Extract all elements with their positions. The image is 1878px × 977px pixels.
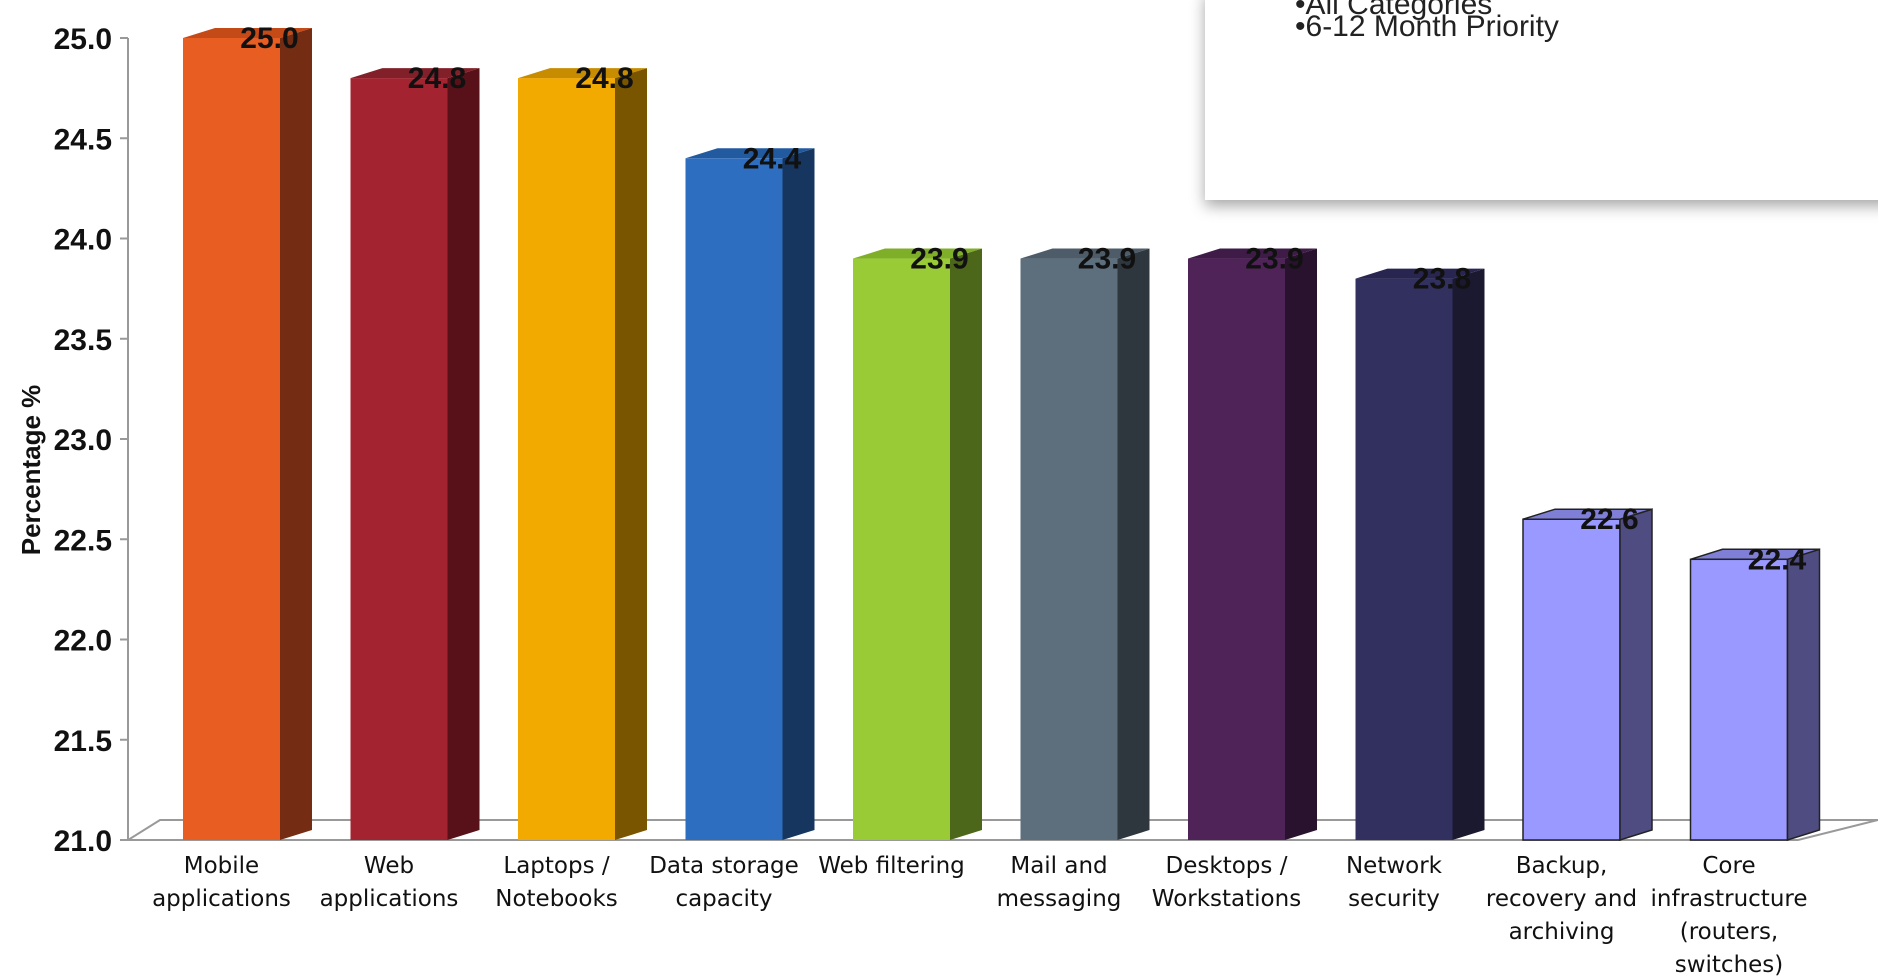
bar-top xyxy=(350,68,480,79)
legend-item-all-categories: •All Categories xyxy=(1295,0,1493,21)
category-label: Workstations xyxy=(1152,886,1301,912)
category-label: Desktops / xyxy=(1166,853,1288,879)
y-tick-label: 24.0 xyxy=(54,224,112,257)
bar-front xyxy=(1689,558,1789,841)
category-label: archiving xyxy=(1509,919,1615,945)
category-label: Mail and xyxy=(1010,853,1107,879)
bar xyxy=(518,68,647,841)
bar-top xyxy=(1188,248,1317,259)
data-label: 23.8 xyxy=(1413,263,1471,296)
y-tick-label: 23.5 xyxy=(54,324,112,357)
category-label: Notebooks xyxy=(495,886,618,912)
y-tick-label: 21.5 xyxy=(54,725,112,758)
category-label: Network xyxy=(1346,853,1443,879)
data-label: 23.9 xyxy=(1078,243,1136,276)
category-label: applications xyxy=(320,886,459,912)
category-label: Data storage xyxy=(649,853,799,879)
category-label: Laptops / xyxy=(503,853,609,879)
bar-front xyxy=(1355,278,1453,841)
bar-side xyxy=(1285,248,1317,841)
y-tick-label: 23.0 xyxy=(54,424,112,457)
category-label: switches) xyxy=(1675,952,1784,977)
bar-side xyxy=(615,68,647,841)
bar-side xyxy=(280,28,312,840)
bar-front xyxy=(350,78,448,841)
category-label: recovery and xyxy=(1486,886,1637,912)
bar-front xyxy=(183,38,280,840)
y-tick-label: 25.0 xyxy=(54,23,112,56)
bar-side xyxy=(1619,508,1653,842)
bar xyxy=(183,28,312,840)
bar-top xyxy=(853,248,982,259)
category-label: capacity xyxy=(675,886,772,912)
bar-top xyxy=(518,68,647,79)
data-label: 23.9 xyxy=(910,243,968,276)
bar-side xyxy=(1786,548,1821,842)
bar xyxy=(1188,248,1317,841)
bar xyxy=(685,148,815,841)
y-tick-label: 22.5 xyxy=(54,524,112,557)
bar-top xyxy=(1690,548,1820,561)
bar xyxy=(1689,548,1821,842)
category-label: Web filtering xyxy=(818,853,965,879)
legend: •All Categories •6-12 Month Priority xyxy=(1205,0,1878,200)
bar-top xyxy=(1020,248,1150,259)
bar-side xyxy=(1117,248,1150,841)
category-label: Core xyxy=(1702,853,1755,879)
bar-front xyxy=(1522,518,1621,841)
bar-front xyxy=(1188,258,1285,840)
data-labels: 25.0 24.8 24.8 24.4 23.9 23.9 23.9 23.8 22.6 22.4 xyxy=(240,22,1806,576)
bar-top xyxy=(183,28,312,38)
data-label: 22.4 xyxy=(1748,543,1807,576)
bar xyxy=(350,68,480,841)
category-label: Mobile xyxy=(184,853,259,879)
y-tick-label: 24.5 xyxy=(54,123,112,156)
category-label: security xyxy=(1348,886,1440,912)
bar-side xyxy=(1452,268,1485,841)
category-label: applications xyxy=(152,886,291,912)
category-labels: Mobile applications Web applications Laptops… xyxy=(152,853,1807,977)
y-axis-label: Percentage % xyxy=(16,385,46,556)
category-label: (routers, xyxy=(1680,919,1779,945)
data-label: 23.9 xyxy=(1245,243,1303,276)
bar-side xyxy=(950,248,982,841)
bar-series xyxy=(183,28,1821,842)
bar-top xyxy=(685,148,815,159)
category-label: messaging xyxy=(997,886,1122,912)
bar-front xyxy=(685,158,783,841)
bar xyxy=(853,248,982,841)
bar-side xyxy=(782,148,815,841)
bar xyxy=(1355,268,1485,841)
bar xyxy=(1020,248,1150,841)
legend-item-6-12-month-priority: •6-12 Month Priority xyxy=(1295,10,1559,43)
bar-front xyxy=(1020,258,1118,840)
bar-front xyxy=(518,78,615,841)
data-label: 24.8 xyxy=(575,62,633,95)
bar-side xyxy=(447,68,480,841)
y-tick-label: 21.0 xyxy=(54,825,112,858)
bar xyxy=(1522,508,1653,842)
data-label: 25.0 xyxy=(240,22,298,55)
category-label: infrastructure xyxy=(1651,886,1808,912)
bar-top xyxy=(1355,268,1485,279)
data-label: 24.4 xyxy=(743,142,802,175)
bar-top xyxy=(1522,508,1653,520)
data-label: 24.8 xyxy=(408,62,466,95)
data-label: 22.6 xyxy=(1580,503,1638,536)
category-label: Web xyxy=(364,853,414,879)
y-tick-label: 22.0 xyxy=(54,625,112,658)
y-axis: 21.0 21.5 22.0 22.5 23.0 23.5 24.0 24.5 25.0 xyxy=(54,23,129,858)
bar-front xyxy=(853,258,950,840)
category-label: Backup, xyxy=(1516,853,1608,879)
